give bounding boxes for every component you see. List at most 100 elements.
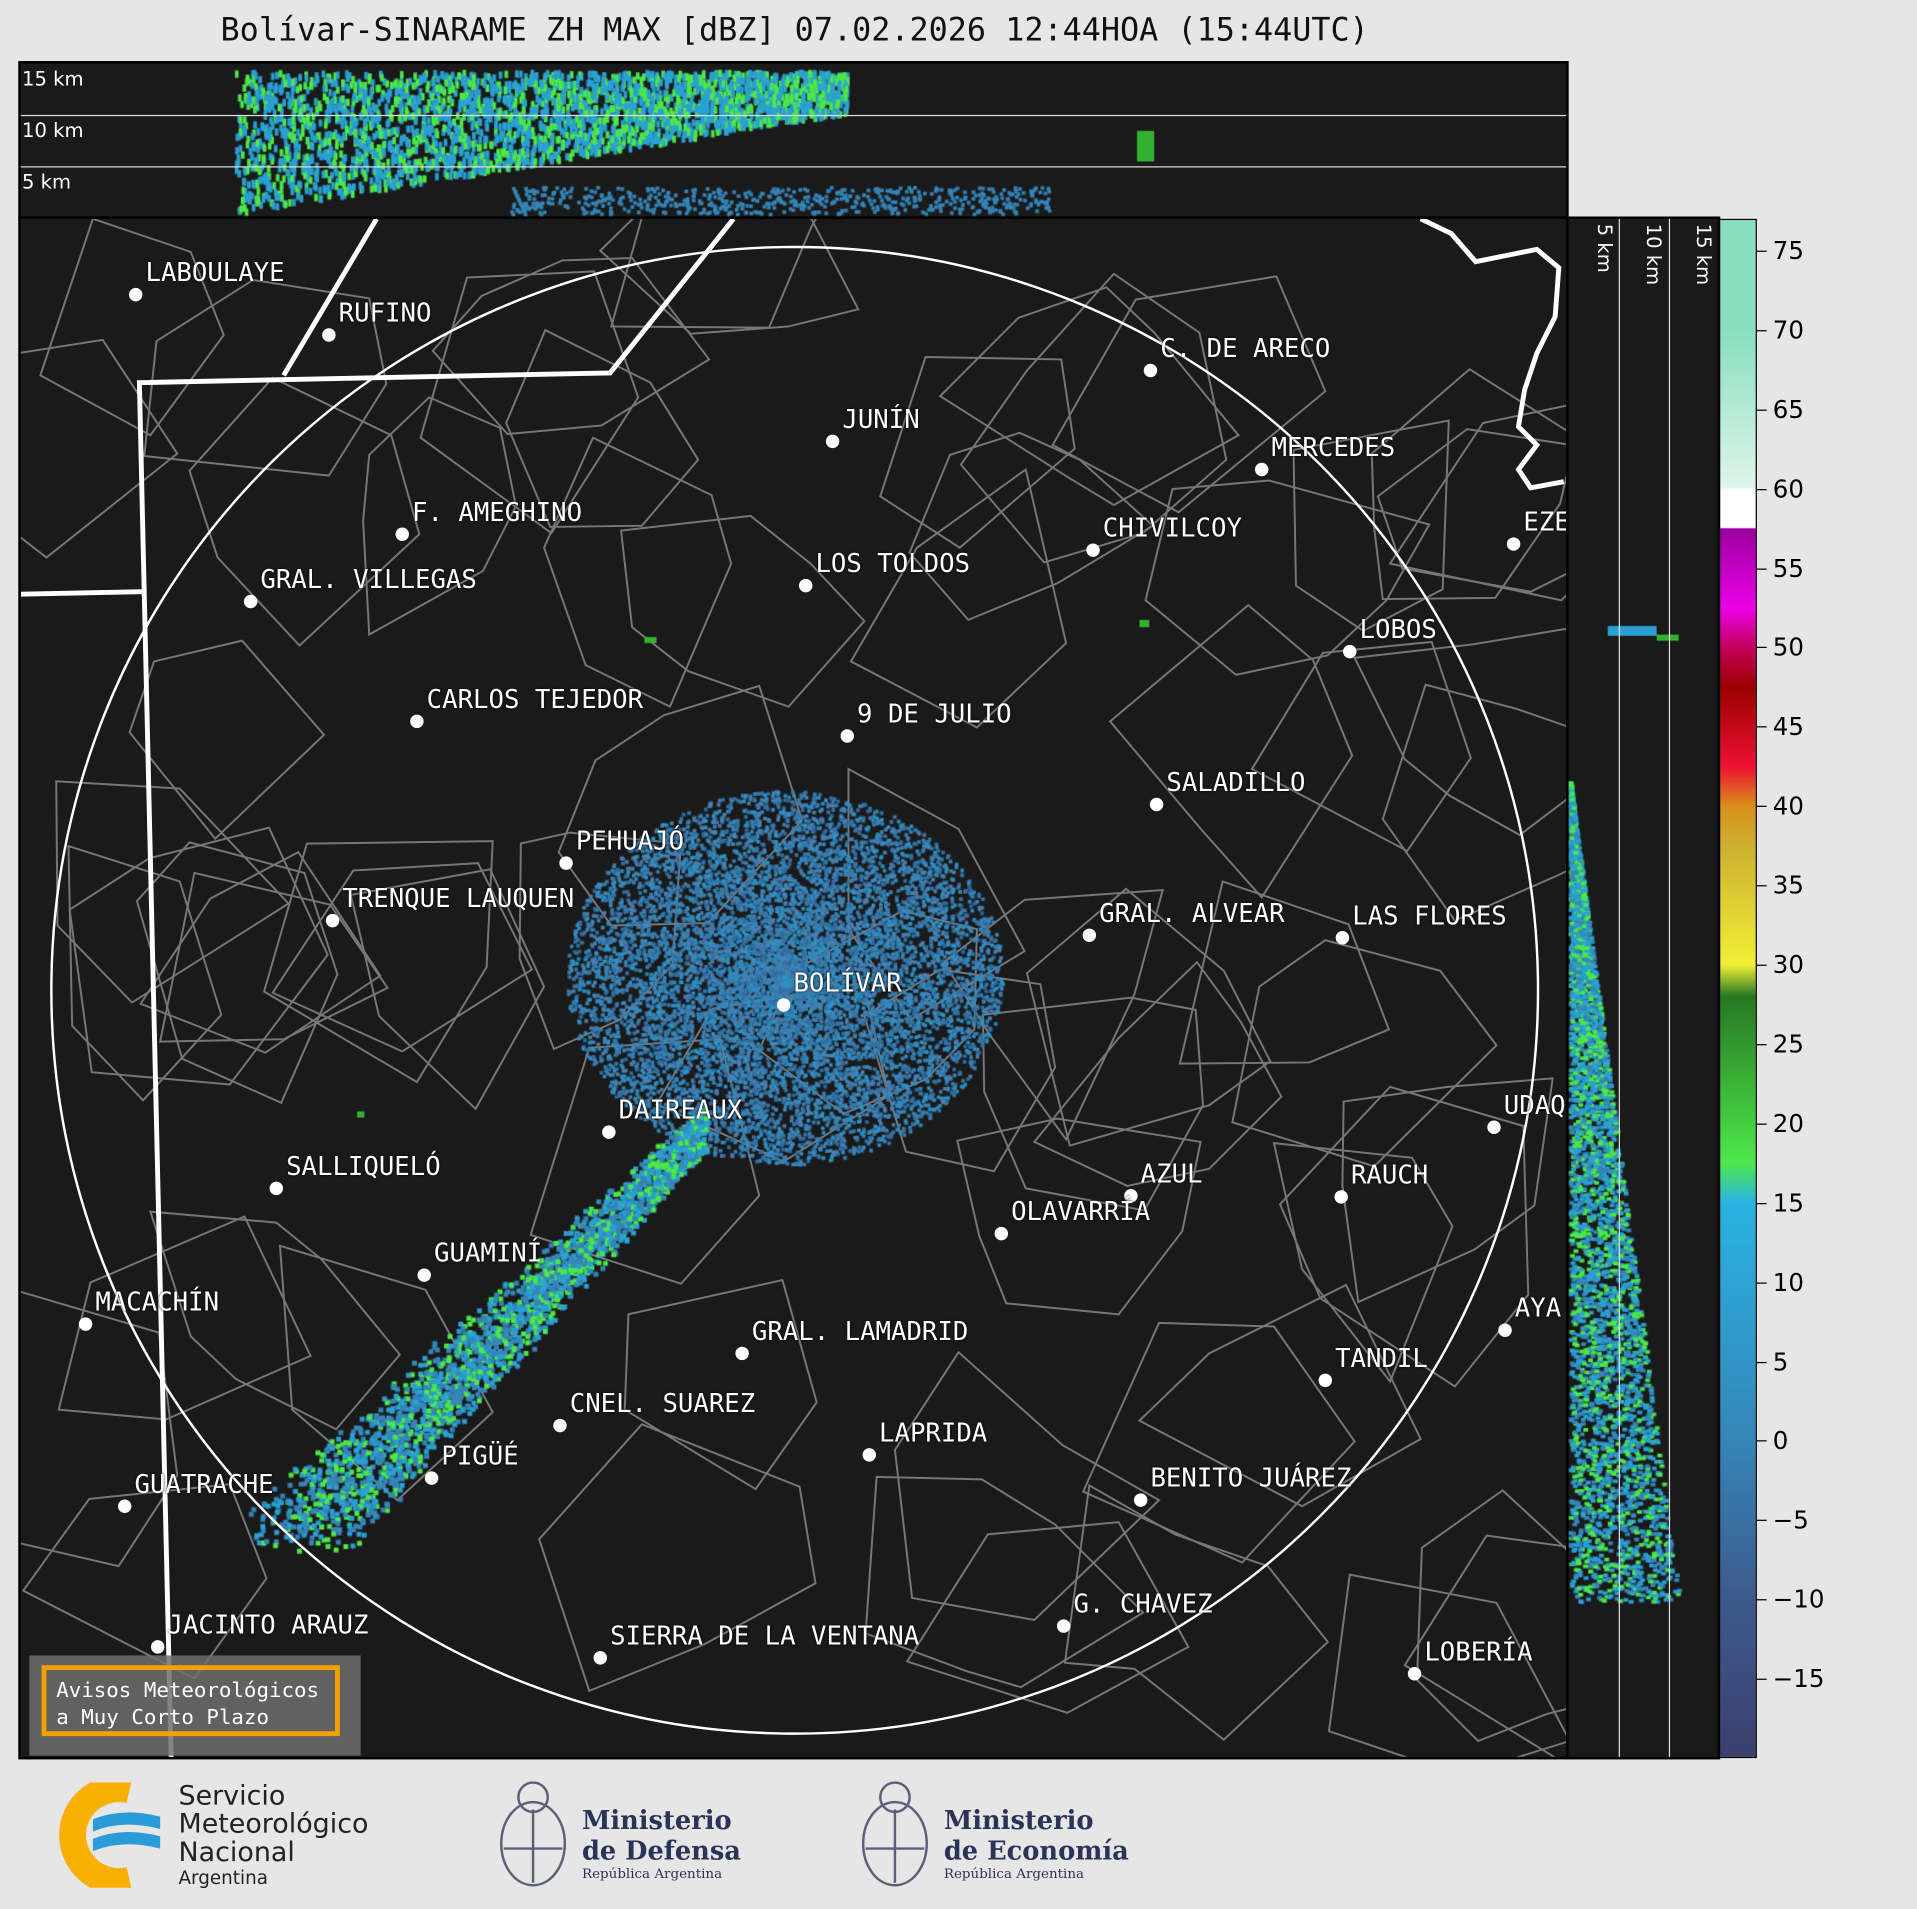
colorbar [1718,218,1757,1759]
city-marker [825,434,840,449]
city-marker [1318,1373,1333,1388]
city-marker [1124,1188,1138,1203]
height-line-10km [20,114,1567,117]
colorbar-tick [1756,1361,1767,1363]
city-marker [559,856,573,870]
colorbar-tick [1756,1678,1767,1680]
city-marker [1498,1323,1512,1337]
city-label: MERCEDES [1271,432,1396,463]
colorbar-tick [1756,885,1767,887]
city-marker [1487,1120,1501,1134]
height-line-5km [1618,218,1620,1757]
colorbar-tick-label: 35 [1772,870,1804,900]
defensa-line-2: de Defensa [581,1835,741,1866]
city-marker [410,714,424,729]
height-label-5km: 5 km [1593,223,1617,273]
city-marker [862,1448,876,1462]
city-label: CHIVILCOY [1102,513,1242,543]
city-marker [1254,462,1269,477]
colorbar-tick-label: 40 [1772,791,1804,821]
city-marker [269,1181,284,1196]
city-marker [150,1640,165,1654]
colorbar-tick [1756,488,1767,490]
city-marker [128,287,143,302]
colorbar-tick-label: 65 [1772,394,1804,424]
city-label: LOS TOLDOS [815,548,971,579]
colorbar-tick [1756,1440,1767,1442]
city-marker [395,527,409,542]
city-label: AZUL [1140,1159,1203,1189]
colorbar-tick [1756,1520,1767,1522]
city-label: UDAQ [1503,1090,1566,1120]
colorbar-tick [1756,409,1767,411]
colorbar-tick-label: 50 [1772,632,1804,662]
city-marker [1082,928,1097,943]
city-label: LAPRIDA [879,1418,988,1448]
city-marker [1343,644,1357,659]
colorbar-tick-label: 55 [1772,553,1804,583]
city-label: GRAL. LAMADRID [751,1316,969,1347]
colorbar-tick [1756,1044,1767,1046]
city-label: RUFINO [338,298,432,328]
smn-logo-icon [59,1782,161,1888]
range-ring [50,245,1540,1735]
city-label: BOLÍVAR [793,968,902,998]
height-label-15km: 15 km [22,67,84,91]
city-label: SALLIQUELÓ [286,1151,441,1182]
city-marker [1506,537,1521,551]
city-marker [78,1317,93,1331]
city-label: LOBOS [1359,614,1437,645]
economia-line-3: República Argentina [943,1865,1085,1882]
colorbar-tick [1756,329,1767,332]
province-border [20,589,142,597]
colorbar-tick-label: 0 [1772,1426,1789,1456]
height-label-10km: 10 km [22,118,84,142]
colorbar-tick-label: −15 [1772,1664,1825,1694]
city-label: OLAVARRÍA [1011,1196,1151,1227]
colorbar-tick [1756,1282,1767,1284]
city-label: 9 DE JULIO [857,699,1012,729]
figure-title: Bolívar-SINARAME ZH MAX [dBZ] 07.02.2026… [220,12,1369,49]
city-marker [1143,363,1158,378]
colorbar-tick [1756,726,1767,728]
colorbar-tick-label: 30 [1772,949,1804,980]
avisos-label: Avisos Meteorológicos a Muy Corto Plazo [41,1665,340,1737]
colorbar-tick-label: 20 [1772,1108,1804,1139]
height-line-5km [20,166,1567,168]
city-label: SALADILLO [1166,767,1306,798]
city-marker [840,729,854,743]
city-label: JACINTO ARAUZ [167,1610,369,1640]
city-marker [602,1125,616,1139]
height-label-5km: 5 km [22,169,72,194]
city-label: PEHUAJÓ [575,826,685,856]
radar-map[interactable]: LABOULAYE RUFINO C. DE ARECO JUNÍN MERCEDES F… [18,216,1569,1760]
city-marker [1335,931,1350,945]
coat-of-arms-icon [861,1781,928,1887]
city-marker [424,1471,439,1485]
city-marker [1086,543,1100,557]
city-marker [117,1499,132,1513]
city-label: CNEL. SUAREZ [569,1388,756,1419]
colorbar-tick [1756,1599,1767,1601]
defensa-line-1: Ministerio [581,1804,732,1836]
height-line-10km [1668,218,1671,1757]
defensa-logo-text: Ministerio de Defensa República Argentin… [582,1805,741,1882]
province-border [281,218,379,377]
top-cross-section-echo [20,63,1567,217]
city-label: C. DE ARECO [1160,333,1331,364]
city-marker [243,594,258,609]
city-label: LAS FLORES [1352,901,1507,931]
city-label: CARLOS TEJEDOR [426,684,644,714]
city-marker [776,998,791,1012]
avisos-box[interactable]: Avisos Meteorológicos a Muy Corto Plazo [29,1655,361,1756]
city-label: G. CHAVEZ [1073,1589,1213,1619]
city-label: LABOULAYE [145,257,285,288]
city-label: LOBERÍA [1424,1637,1533,1667]
radar-echo-layer [20,218,1567,1757]
colorbar-tick-label: 45 [1772,711,1804,742]
city-marker [798,578,813,593]
colorbar-tick [1756,1123,1767,1125]
province-border [136,218,736,1757]
city-marker [553,1418,567,1433]
